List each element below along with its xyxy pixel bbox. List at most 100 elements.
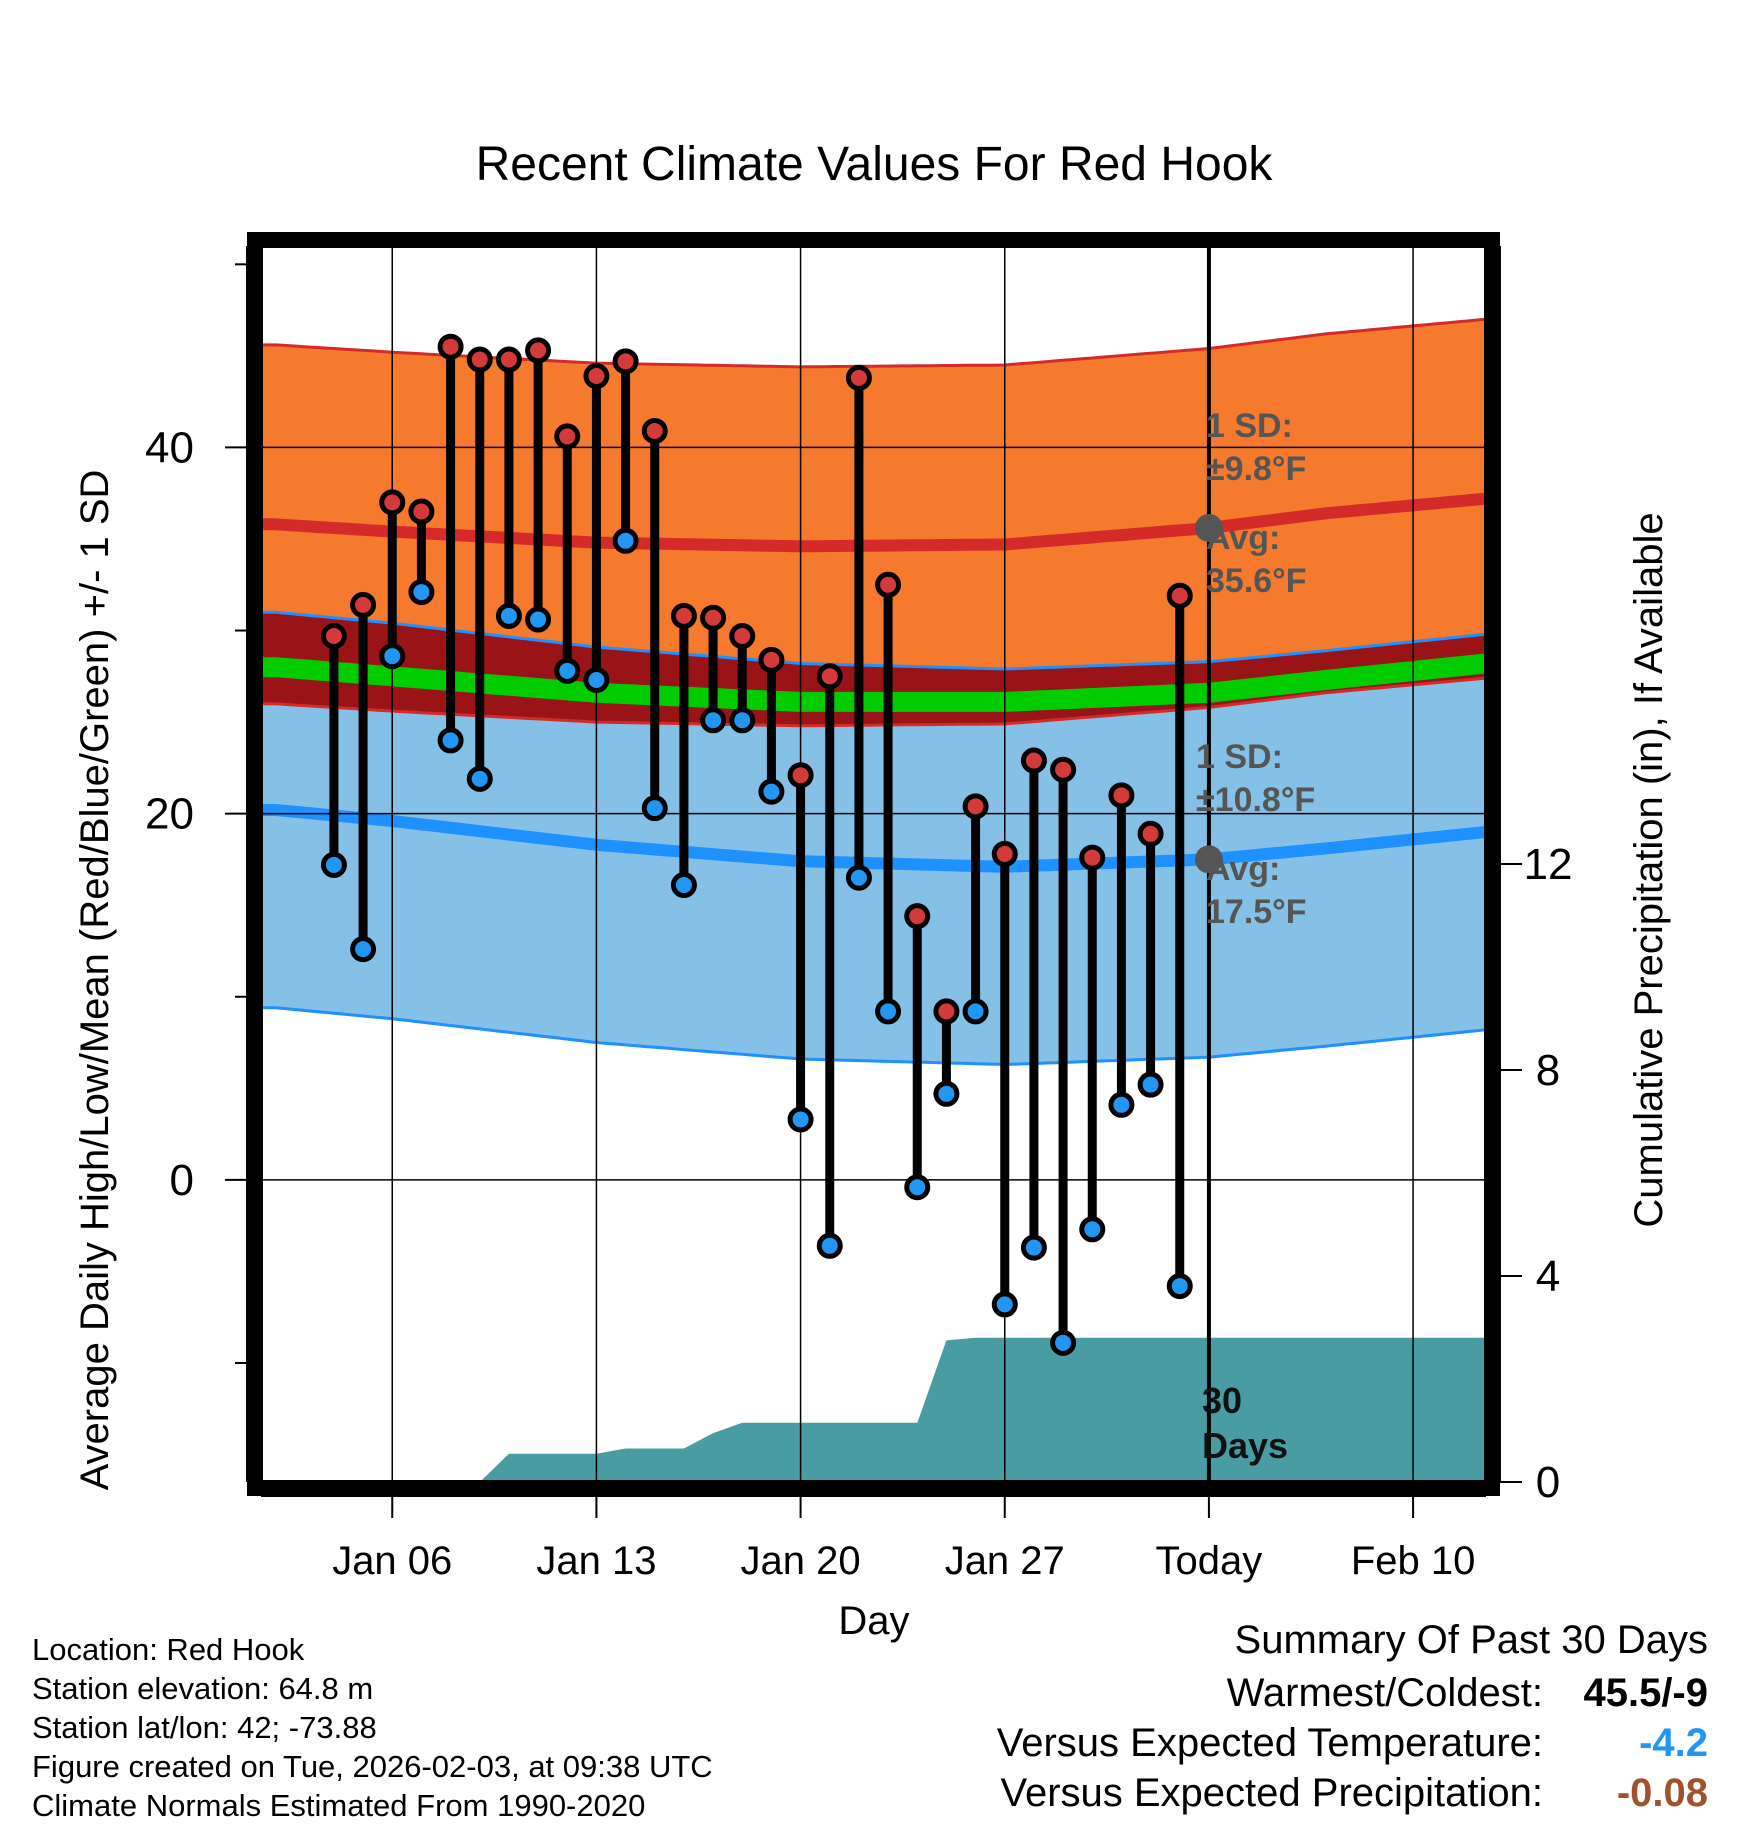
- daily-high-marker: [962, 793, 989, 820]
- daily-high-marker: [320, 623, 347, 650]
- y2-tick-label: 8: [1536, 1046, 1560, 1095]
- daily-high-marker: [1166, 582, 1193, 609]
- daily-low-marker: [583, 666, 610, 693]
- daily-low-marker: [787, 1106, 814, 1133]
- daily-low-marker: [612, 527, 639, 554]
- normal-high-line: [261, 492, 1486, 553]
- period-unit: Days: [1202, 1425, 1288, 1466]
- summary-temp-label: Versus Expected Temperature:: [996, 1721, 1543, 1765]
- daily-high-marker: [583, 363, 610, 390]
- daily-low-marker: [466, 765, 493, 792]
- x-tick-label: Jan 06: [332, 1539, 452, 1583]
- daily-low-marker: [1166, 1273, 1193, 1300]
- info-normals: Climate Normals Estimated From 1990-2020: [32, 1788, 646, 1823]
- high-sd-upper-edge: [261, 317, 1486, 369]
- daily-high-marker: [875, 571, 902, 598]
- daily-low-marker: [1050, 1329, 1077, 1356]
- daily-high-marker: [466, 346, 493, 373]
- x-tick-label: Today: [1156, 1539, 1263, 1583]
- y-tick-label: 20: [145, 790, 194, 839]
- daily-high-marker: [495, 346, 522, 373]
- daily-high-marker: [816, 663, 843, 690]
- daily-low-marker: [408, 579, 435, 606]
- daily-high-marker: [1050, 756, 1077, 783]
- daily-low-marker: [845, 864, 872, 891]
- info-latlon: Station lat/lon: 42; -73.88: [32, 1710, 377, 1745]
- daily-low-marker: [962, 998, 989, 1025]
- daily-low-marker: [1137, 1071, 1164, 1098]
- y2-tick-label: 4: [1536, 1252, 1560, 1301]
- y-tick-label: 0: [170, 1156, 194, 1205]
- daily-low-marker: [700, 707, 727, 734]
- daily-low-marker: [991, 1291, 1018, 1318]
- daily-low-marker: [1108, 1091, 1135, 1118]
- daily-low-marker: [495, 602, 522, 629]
- daily-low-marker: [350, 936, 377, 963]
- daily-high-marker: [991, 840, 1018, 867]
- daily-high-marker: [641, 417, 668, 444]
- summary-temp-row: Versus Expected Temperature: -4.2: [808, 1718, 1708, 1768]
- y2-axis-label: Cumulative Precipitation (in), If Availa…: [1627, 512, 1671, 1227]
- summary-warmest-label: Warmest/Coldest:: [1226, 1671, 1543, 1715]
- summary-precip-row: Versus Expected Precipitation: -0.08: [808, 1768, 1708, 1818]
- normal-mean-line: [261, 653, 1486, 712]
- high-sd-value: ±9.8°F: [1206, 450, 1306, 488]
- daily-low-marker: [1020, 1234, 1047, 1261]
- plot-area: 1 SD: ±9.8°F Avg: 35.6°F 1 SD: ±10.8°F Avg: 17.…: [261, 246, 1486, 1482]
- daily-high-marker: [787, 762, 814, 789]
- y2-tick-label: 12: [1524, 840, 1573, 889]
- info-elevation: Station elevation: 64.8 m: [32, 1671, 374, 1706]
- period-number: 30: [1202, 1380, 1242, 1421]
- daily-high-marker: [379, 489, 406, 516]
- normal-low-line: [261, 804, 1486, 873]
- summary-warmest-row: Warmest/Coldest: 45.5/-9: [808, 1668, 1708, 1718]
- x-tick-label: Jan 27: [945, 1539, 1065, 1583]
- daily-high-marker: [437, 333, 464, 360]
- info-location: Location: Red Hook: [32, 1632, 305, 1667]
- low-avg-value: 17.5°F: [1206, 893, 1307, 931]
- high-avg-value: 35.6°F: [1206, 562, 1307, 600]
- daily-low-marker: [729, 707, 756, 734]
- daily-high-marker: [729, 623, 756, 650]
- daily-low-marker: [379, 643, 406, 670]
- daily-low-marker: [1079, 1216, 1106, 1243]
- precip-area: [275, 1337, 1486, 1482]
- daily-high-marker: [1137, 820, 1164, 847]
- low-avg-label: Avg:: [1206, 850, 1280, 888]
- daily-low-marker: [933, 1080, 960, 1107]
- y-axis-label: Average Daily High/Low/Mean (Red/Blue/Gr…: [73, 470, 117, 1491]
- low-avg-marker: [1194, 845, 1223, 874]
- high-sd-label: 1 SD:: [1206, 407, 1293, 445]
- daily-low-marker: [525, 606, 552, 633]
- daily-low-marker: [437, 727, 464, 754]
- plot-frame: [247, 232, 1500, 1496]
- summary-temp-value: -4.2: [1639, 1721, 1708, 1765]
- summary-warmest-value: 45.5/-9: [1583, 1671, 1708, 1715]
- high-avg-label: Avg:: [1206, 519, 1280, 557]
- x-tick-label: Feb 10: [1351, 1539, 1476, 1583]
- summary-precip-label: Versus Expected Precipitation:: [1000, 1771, 1543, 1815]
- daily-low-marker: [875, 998, 902, 1025]
- high-avg-marker: [1194, 513, 1223, 542]
- daily-high-marker: [408, 498, 435, 525]
- chart-title: Recent Climate Values For Red Hook: [476, 138, 1274, 191]
- daily-low-marker: [670, 872, 697, 899]
- daily-high-marker: [1108, 782, 1135, 809]
- daily-high-marker: [525, 337, 552, 364]
- daily-high-marker: [612, 348, 639, 375]
- daily-low-marker: [758, 778, 785, 805]
- low-sd-lower-edge: [261, 1006, 1486, 1067]
- x-tick-label: Jan 20: [741, 1539, 861, 1583]
- summary-panel: Summary Of Past 30 Days Warmest/Coldest:…: [808, 1612, 1708, 1818]
- x-axis-label: Day: [838, 1599, 909, 1643]
- daily-low-marker: [816, 1232, 843, 1259]
- x-tick-label: Jan 13: [536, 1539, 656, 1583]
- summary-title: Summary Of Past 30 Days: [1234, 1618, 1708, 1662]
- daily-low-marker: [641, 795, 668, 822]
- daily-high-marker: [758, 646, 785, 673]
- summary-precip-value: -0.08: [1616, 1771, 1708, 1815]
- daily-low-marker: [904, 1174, 931, 1201]
- daily-high-marker: [1020, 747, 1047, 774]
- low-sd-value: ±10.8°F: [1196, 781, 1315, 819]
- daily-high-marker: [670, 602, 697, 629]
